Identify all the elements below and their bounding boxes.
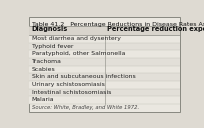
Bar bbox=[29, 73, 180, 81]
Bar bbox=[29, 35, 180, 43]
Bar bbox=[29, 50, 180, 58]
Bar bbox=[29, 58, 180, 66]
Bar bbox=[29, 26, 180, 35]
Text: Most diarrhea and dysentery: Most diarrhea and dysentery bbox=[32, 36, 121, 41]
Text: Intestinal schistosomiasis: Intestinal schistosomiasis bbox=[32, 90, 111, 95]
Text: Skin and subcutaneous infections: Skin and subcutaneous infections bbox=[32, 74, 136, 79]
Text: Diagnosis: Diagnosis bbox=[32, 26, 68, 32]
Bar bbox=[29, 81, 180, 89]
Text: Table 41.2   Percentage Reductions in Disease Rates Assumed by Bradley: Table 41.2 Percentage Reductions in Dise… bbox=[32, 22, 204, 27]
Text: Scabies: Scabies bbox=[32, 67, 55, 72]
Text: Trachoma: Trachoma bbox=[32, 59, 62, 64]
Text: Urinary schistosomiasis: Urinary schistosomiasis bbox=[32, 82, 105, 87]
Text: Malaria: Malaria bbox=[32, 97, 54, 102]
Text: Typhoid fever: Typhoid fever bbox=[32, 44, 73, 49]
Text: Source: White, Bradley, and White 1972.: Source: White, Bradley, and White 1972. bbox=[32, 105, 139, 110]
Text: Paratyphoid, other Salmonella: Paratyphoid, other Salmonella bbox=[32, 51, 125, 56]
Bar bbox=[29, 43, 180, 50]
Bar bbox=[29, 66, 180, 73]
Text: Percentage reduction expected from excellent wat…: Percentage reduction expected from excel… bbox=[107, 26, 204, 32]
Bar bbox=[29, 89, 180, 96]
Bar bbox=[29, 96, 180, 104]
